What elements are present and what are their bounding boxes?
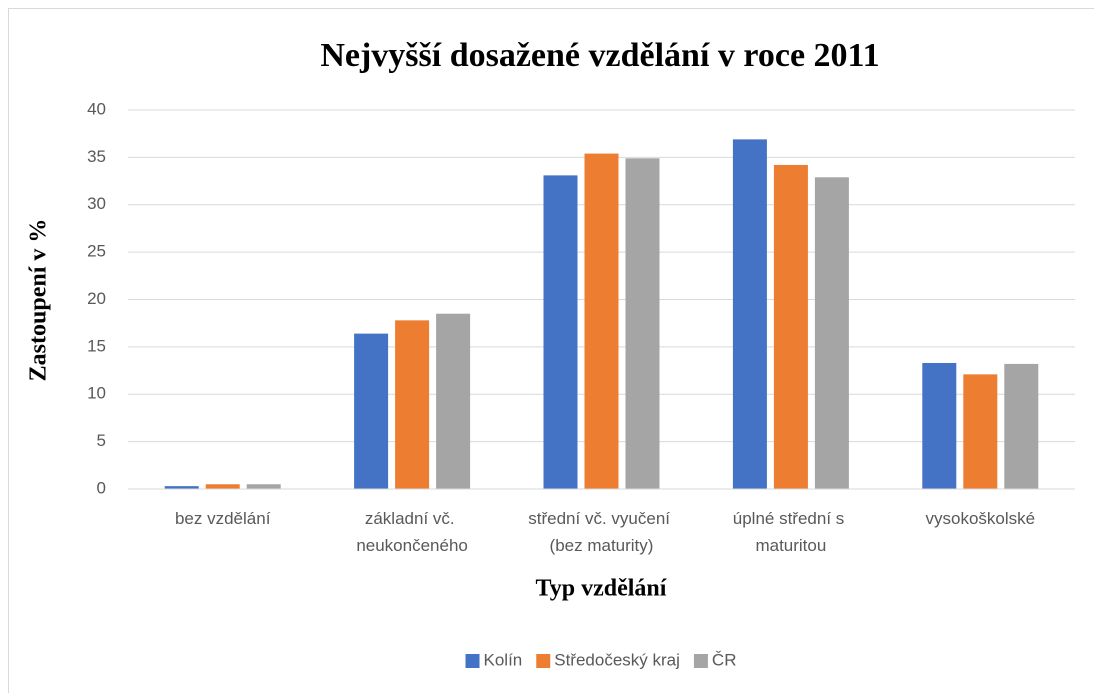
y-tick-label: 0 [97, 478, 106, 497]
bar [584, 153, 619, 489]
bar [436, 313, 471, 489]
x-tick-label: úplné střední s maturitou [733, 509, 849, 555]
legend-label: Středočeský kraj [554, 650, 680, 669]
y-tick-label: 10 [87, 384, 106, 403]
bar [543, 175, 578, 489]
x-tick-label: základní vč. neukončeného [356, 509, 468, 555]
bar [246, 484, 281, 489]
y-tick-label: 5 [97, 431, 106, 450]
chart-title: Nejvyšší dosažené vzdělání v roce 2011 [320, 37, 879, 74]
bar [625, 158, 660, 489]
bar [814, 177, 849, 489]
bar [354, 333, 389, 489]
bar [1004, 363, 1039, 489]
y-tick-label: 20 [87, 289, 106, 308]
y-tick-label: 30 [87, 194, 106, 213]
legend-swatch [465, 654, 480, 668]
bar [205, 484, 240, 489]
x-tick-label: střední vč. vyučení (bez maturity) [528, 509, 674, 555]
bar [164, 486, 199, 489]
legend-swatch [536, 654, 551, 668]
bar [922, 362, 957, 489]
bar [395, 320, 430, 489]
y-axis-label: Zastoupení v % [26, 219, 52, 382]
y-tick-label: 15 [87, 336, 106, 355]
legend-label: Kolín [484, 650, 523, 669]
legend-label: ČR [712, 650, 737, 669]
y-tick-label: 40 [87, 99, 106, 118]
bar [963, 374, 998, 489]
legend-swatch [693, 654, 708, 668]
bar [773, 164, 808, 489]
x-axis-label: Typ vzdělání [536, 576, 667, 602]
x-tick-label: bez vzdělání [175, 509, 271, 528]
y-tick-label: 35 [87, 147, 106, 166]
x-tick-label: vysokoškolské [925, 509, 1035, 528]
y-tick-label: 25 [87, 242, 106, 261]
bar [732, 139, 767, 489]
